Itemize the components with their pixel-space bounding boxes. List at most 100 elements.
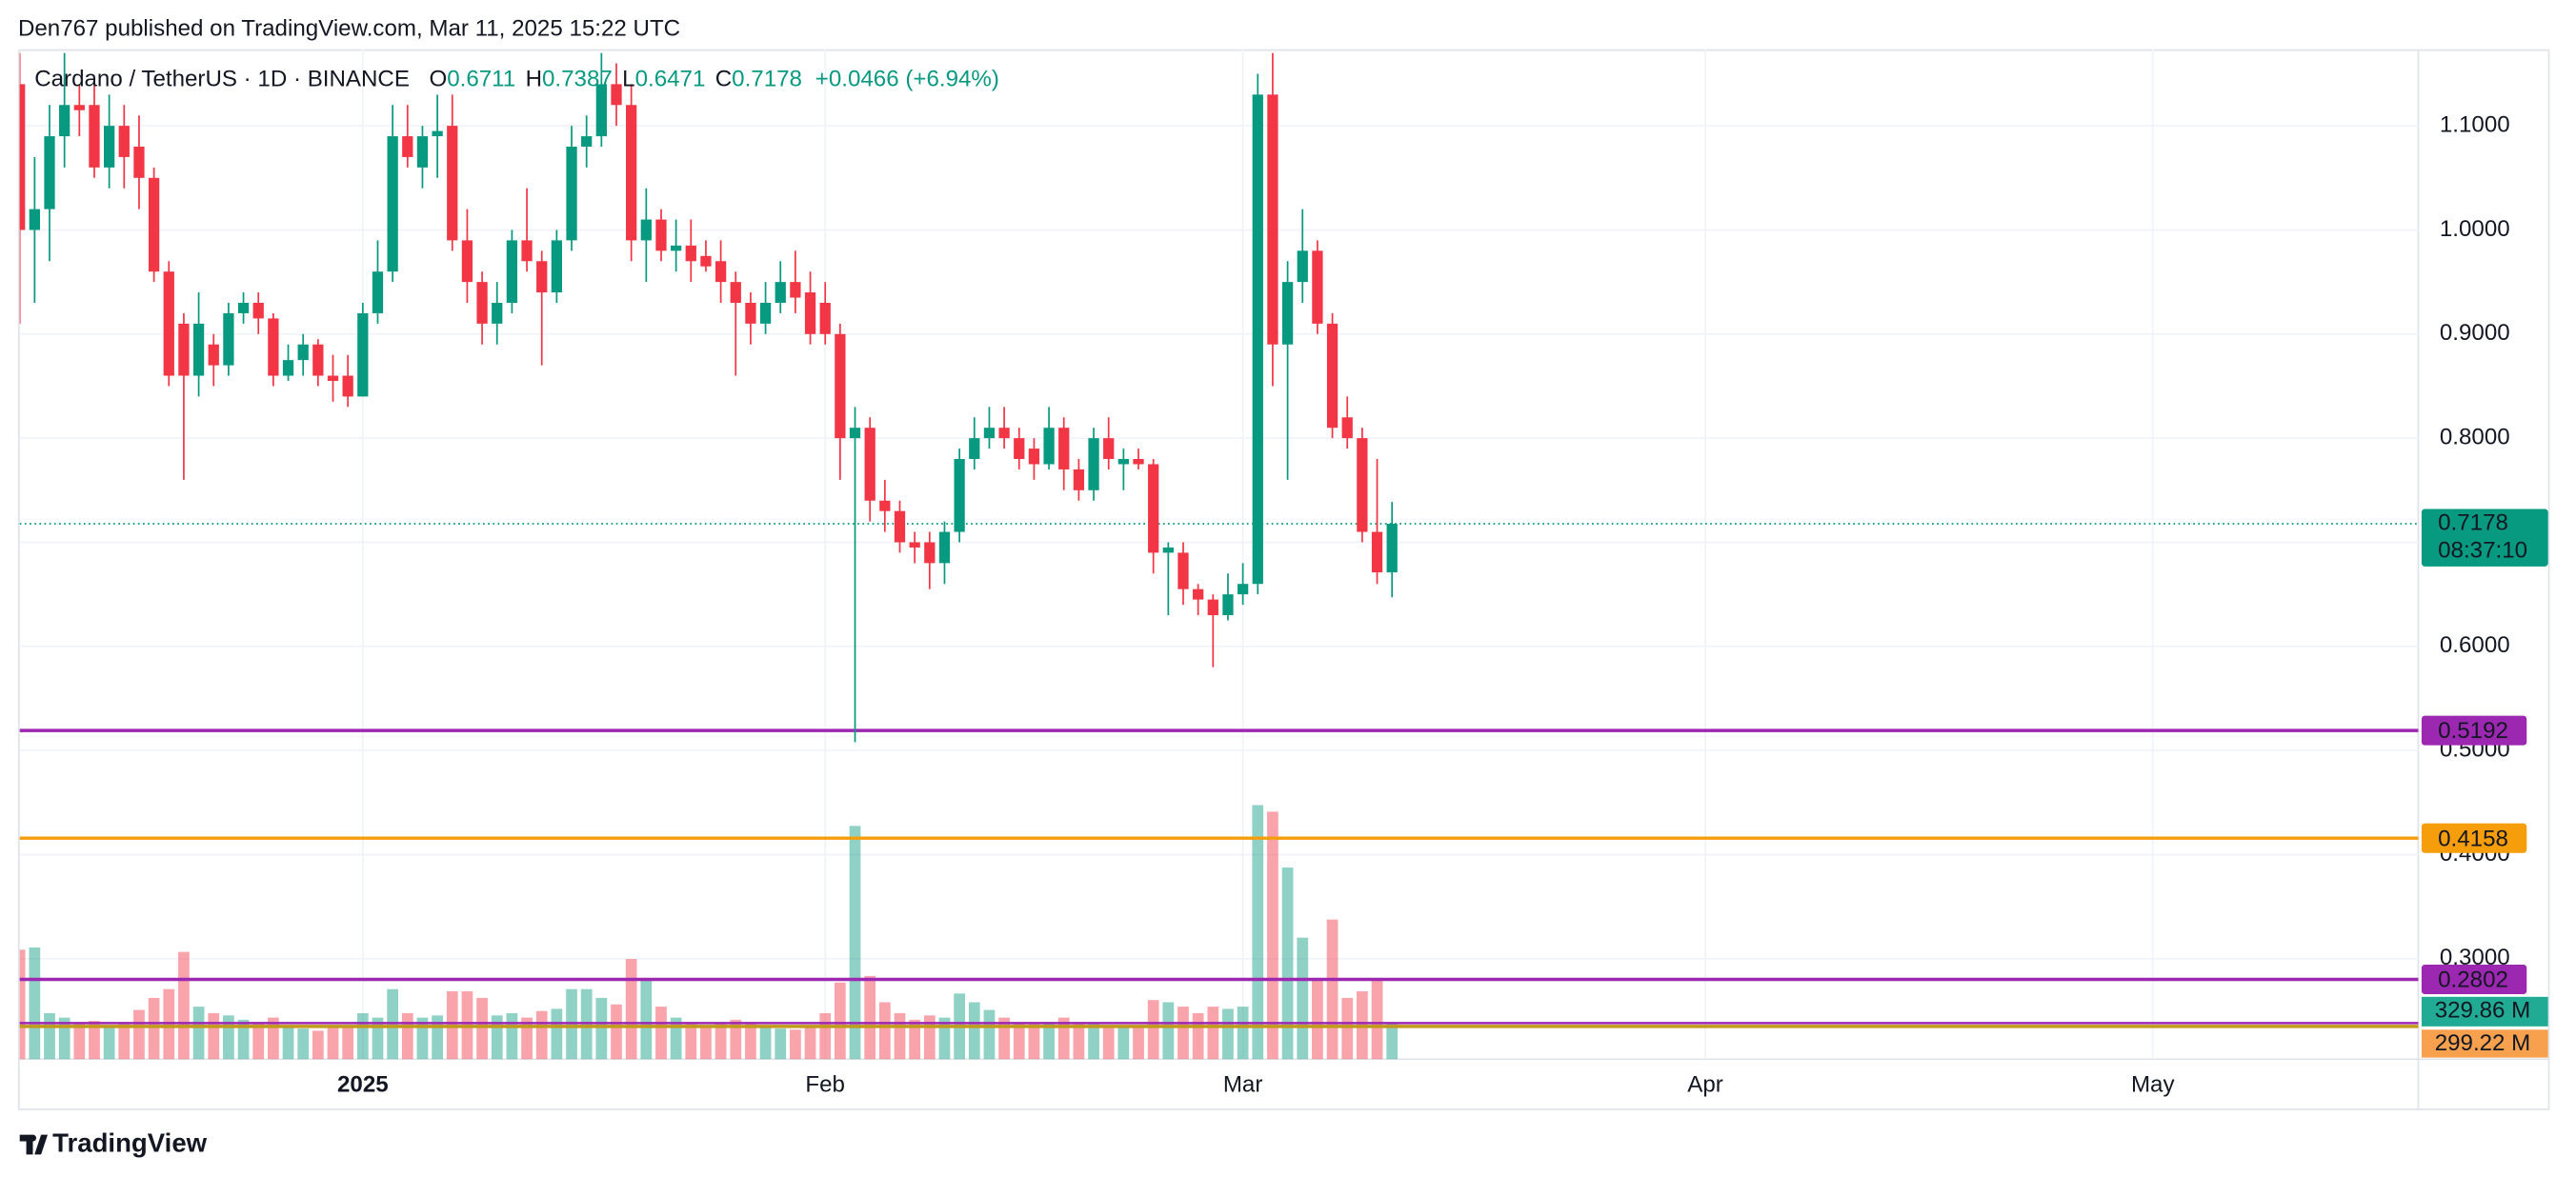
volume-bar [864, 975, 876, 1060]
volume-bar [1207, 1007, 1219, 1060]
line-tag [2421, 964, 2527, 994]
candle-body [1297, 250, 1308, 283]
volume-bar [521, 1017, 533, 1060]
line-tag-label: 0.4158 [2438, 826, 2508, 851]
candle-body [581, 136, 593, 147]
candle-body [1058, 428, 1070, 469]
candle-body [1222, 594, 1234, 616]
line-tag-label: 0.5192 [2438, 718, 2508, 744]
candle-body [864, 428, 875, 501]
candle-body [1014, 438, 1025, 460]
legend-value: 0.7387 [542, 67, 613, 92]
candle-body [1312, 250, 1323, 324]
volume-bar [804, 1026, 816, 1060]
candle-body [297, 344, 309, 361]
volume-bar [148, 997, 160, 1060]
volume-bar [894, 1013, 906, 1060]
candle-body [252, 302, 264, 319]
candle-body [521, 240, 533, 262]
candle-body [447, 126, 458, 241]
candle-body [655, 219, 667, 251]
volume-bar [625, 959, 637, 1060]
volume-bar [968, 1002, 980, 1060]
volume-bar [909, 1019, 921, 1060]
symbol-title: Cardano / TetherUS · 1D · BINANCE [34, 67, 410, 92]
x-tick-label: Feb [805, 1071, 845, 1097]
volume-bar [73, 1023, 86, 1060]
volume-bar [1267, 811, 1278, 1060]
volume-bar [1088, 1023, 1099, 1060]
volume-bar [1057, 1017, 1070, 1060]
volume-bar [372, 1017, 384, 1060]
candle-body [342, 375, 353, 397]
volume-bar [1162, 1002, 1175, 1060]
volume-bar [133, 1009, 145, 1060]
volume-bar [252, 1022, 265, 1060]
legend-change: +0.0466 (+6.94%) [815, 67, 999, 92]
candle-body [1028, 449, 1040, 465]
volume-bar [1028, 1024, 1040, 1060]
volume-bar [19, 949, 26, 1060]
volume-bar [192, 1007, 205, 1060]
candle-body [1043, 428, 1055, 465]
line-tag-label: 0.2802 [2438, 968, 2508, 993]
volume-bar [1192, 1013, 1204, 1060]
tags: 0.5192 0.4158 0.2802 0.7178 08:37:10 329.86 M… [2421, 509, 2548, 1058]
candle-body [894, 510, 906, 543]
volume-bar [595, 997, 608, 1060]
candle-body [1088, 438, 1099, 490]
volume-bar [1073, 1024, 1085, 1060]
volume-bar [759, 1026, 772, 1060]
candle-body [835, 333, 846, 439]
volume-bar [670, 1017, 682, 1060]
volume-bar [282, 1026, 294, 1060]
candle-body [1133, 459, 1144, 465]
candle-body [998, 428, 1010, 439]
volume-bar [775, 1028, 787, 1060]
candle-body [506, 240, 518, 303]
candle-body [1207, 599, 1218, 616]
candle-body [983, 428, 996, 439]
candle-body [282, 360, 294, 376]
candle-body [163, 271, 174, 376]
volume-bar [312, 1030, 324, 1060]
candle-body [714, 261, 727, 283]
volume-bar [834, 982, 846, 1060]
candle-body [1193, 588, 1204, 600]
publish-note: Den767 published on TradingView.com, Mar… [18, 15, 680, 41]
line-tag [2421, 715, 2527, 746]
volume-bar [1237, 1007, 1249, 1060]
volume-bar [1222, 1008, 1234, 1060]
candle-body [327, 375, 339, 381]
volume-tag [2421, 996, 2548, 1027]
candle-body [73, 105, 85, 110]
candle-body [237, 302, 250, 313]
candle-body [626, 105, 637, 241]
candle-body [461, 240, 473, 283]
volume-bar [849, 826, 861, 1060]
volume-bar [29, 947, 41, 1060]
candle-body [924, 542, 936, 564]
candle-body [909, 542, 920, 548]
x-tick-label: Apr [1687, 1071, 1723, 1097]
volume-bar [89, 1021, 100, 1060]
volume-bar [1043, 1022, 1055, 1060]
volume-bar [342, 1025, 354, 1060]
candle-body [1281, 282, 1294, 345]
candle-body [640, 219, 652, 241]
candle-body [1341, 417, 1353, 439]
candle-body [685, 245, 696, 262]
volume-bar [714, 1023, 727, 1060]
price-tag [2421, 509, 2548, 567]
logo-text: TradingView [52, 1127, 207, 1157]
candle-body [1267, 94, 1278, 345]
x-tick-label: May [2131, 1071, 2176, 1097]
candle-body [1177, 552, 1189, 589]
volume-bar [700, 1026, 712, 1060]
logo-mark [19, 1134, 49, 1155]
volume-bar [327, 1027, 339, 1060]
candle-body [492, 302, 503, 324]
volume-bar [730, 1019, 742, 1060]
